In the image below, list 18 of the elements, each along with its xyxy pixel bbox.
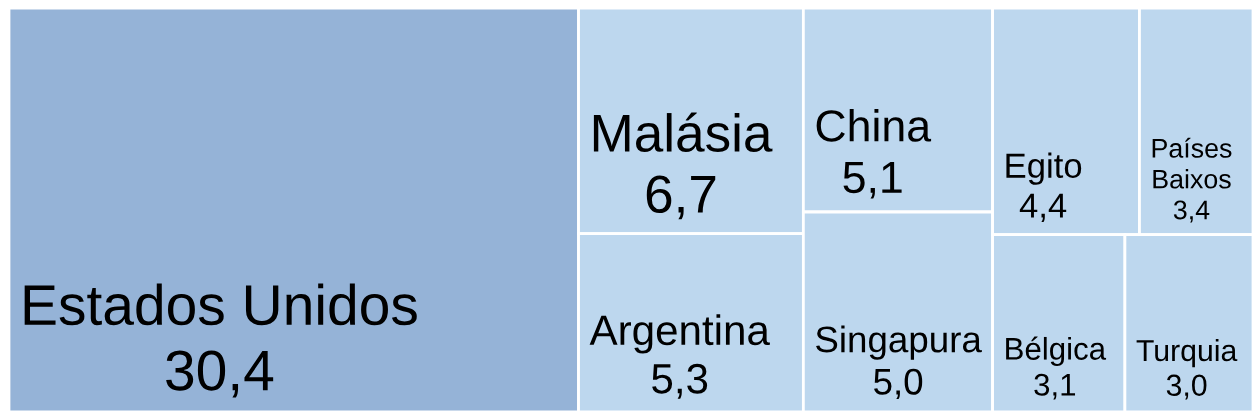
data-label: 30,4 (166, 350, 274, 398)
category-label: Argentina (589, 314, 770, 354)
data-label: 5,0 (874, 368, 923, 400)
category-label: Singapura (816, 325, 982, 360)
data-label: 3,4 (1173, 200, 1210, 223)
data-label: 4,4 (1019, 193, 1067, 222)
category-label: Malásia (593, 112, 773, 153)
category-label: Turquia (1136, 339, 1238, 368)
data-label: 5,1 (843, 161, 902, 199)
category-label: Países Baixos (1152, 137, 1232, 189)
data-label: 3,0 (1166, 374, 1207, 400)
data-label: 3,1 (1034, 373, 1076, 400)
category-label: Estados Unidos (24, 283, 417, 326)
data-label: 6,7 (646, 175, 716, 220)
category-label: China (816, 108, 932, 142)
category-label: Egito (1006, 152, 1082, 185)
data-label: 5,3 (652, 363, 708, 399)
category-label: Bélgica (1006, 336, 1107, 367)
